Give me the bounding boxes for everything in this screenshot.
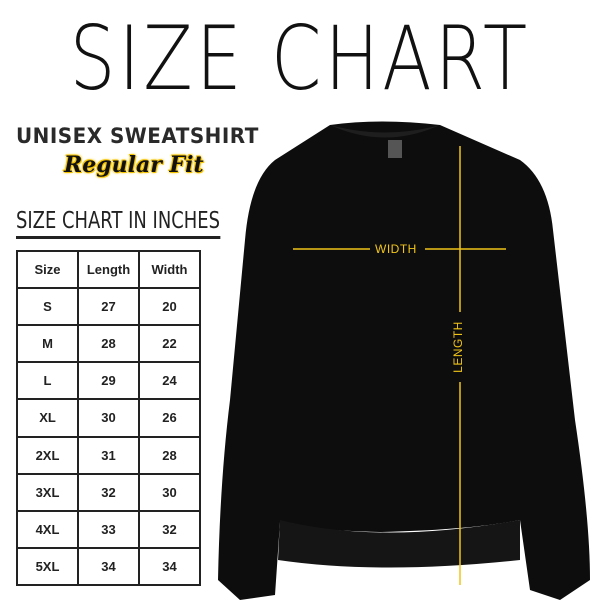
table-cell: 5XL bbox=[16, 546, 79, 587]
table-cell: 28 bbox=[77, 324, 140, 364]
table-cell: L bbox=[16, 361, 79, 401]
table-header-row: Size Length Width bbox=[16, 249, 201, 290]
table-row: L 29 24 bbox=[16, 361, 201, 401]
table-cell: 22 bbox=[138, 324, 201, 364]
table-cell: 26 bbox=[138, 398, 201, 438]
width-label: WIDTH bbox=[375, 242, 417, 256]
table-row: S 27 20 bbox=[16, 287, 201, 327]
sweatshirt-body bbox=[218, 121, 590, 600]
table-cell: 29 bbox=[77, 361, 140, 401]
table-cell: M bbox=[16, 324, 79, 364]
header-cell: Size bbox=[16, 249, 79, 290]
table-cell: 32 bbox=[138, 509, 201, 549]
table-cell: 31 bbox=[77, 435, 140, 475]
table-cell: 20 bbox=[138, 287, 201, 327]
table-cell: 4XL bbox=[16, 509, 79, 549]
table-cell: 33 bbox=[77, 509, 140, 549]
product-name: UNISEX SWEATSHIRT bbox=[16, 124, 259, 148]
table-cell: 32 bbox=[77, 472, 140, 512]
table-row: 4XL 33 32 bbox=[16, 509, 201, 549]
page-title: SIZE CHART bbox=[69, 7, 531, 110]
table-cell: 24 bbox=[138, 361, 201, 401]
table-row: 2XL 31 28 bbox=[16, 435, 201, 475]
header-cell: Width bbox=[138, 249, 201, 290]
collar bbox=[330, 125, 440, 138]
table-cell: 34 bbox=[138, 546, 201, 587]
table-cell: 27 bbox=[77, 287, 140, 327]
table-cell: S bbox=[16, 287, 79, 327]
table-cell: 30 bbox=[138, 472, 201, 512]
table-cell: 2XL bbox=[16, 435, 79, 475]
header-cell: Length bbox=[77, 249, 140, 290]
neck-tag bbox=[388, 140, 402, 158]
table-cell: 30 bbox=[77, 398, 140, 438]
length-label: LENGTH bbox=[450, 321, 465, 373]
table-row: XL 30 26 bbox=[16, 398, 201, 438]
table-row: 5XL 34 34 bbox=[16, 546, 201, 587]
table-title: SIZE CHART IN INCHES bbox=[16, 206, 220, 239]
table-row: M 28 22 bbox=[16, 324, 201, 364]
table-cell: XL bbox=[16, 398, 79, 438]
table-row: 3XL 32 30 bbox=[16, 472, 201, 512]
table-cell: 34 bbox=[77, 546, 140, 587]
table-cell: 3XL bbox=[16, 472, 79, 512]
fit-label: Regular Fit bbox=[64, 152, 204, 178]
size-table: Size Length Width S 27 20 M 28 22 L 29 24 XL 30 26 2XL 3… bbox=[16, 249, 201, 587]
table-cell: 28 bbox=[138, 435, 201, 475]
